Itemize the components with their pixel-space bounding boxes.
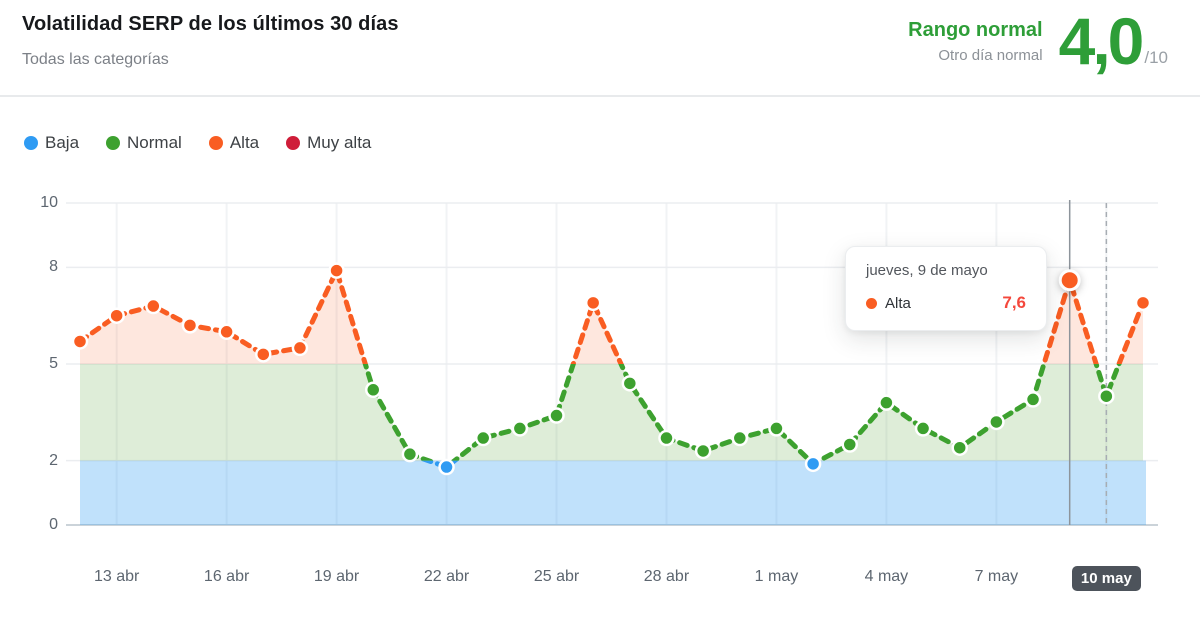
x-axis-tick: 22 abr bbox=[423, 568, 470, 585]
legend-label: Alta bbox=[229, 133, 260, 152]
x-axis-tick: 1 may bbox=[754, 568, 799, 585]
data-point-21-abr[interactable] bbox=[401, 445, 419, 463]
chart-tooltip: jueves, 9 de mayo Alta 7,6 bbox=[845, 246, 1047, 331]
data-point-4-may[interactable] bbox=[878, 394, 895, 411]
status-range-label: Rango normal bbox=[908, 18, 1043, 41]
data-point-15-abr[interactable] bbox=[181, 317, 199, 334]
status-sub-label: Otro día normal bbox=[938, 46, 1043, 64]
data-point-9-may[interactable] bbox=[1058, 269, 1081, 292]
data-point-10-may[interactable] bbox=[1098, 387, 1115, 405]
data-point-13-abr[interactable] bbox=[108, 307, 125, 324]
x-axis-tick: 25 abr bbox=[533, 568, 580, 585]
data-point-28-abr[interactable] bbox=[658, 429, 675, 447]
data-point-7-may[interactable] bbox=[988, 413, 1005, 431]
x-axis-tick: 19 abr bbox=[313, 568, 360, 585]
legend: Baja Normal Alta Muy alta bbox=[24, 133, 371, 153]
data-point-24-abr[interactable] bbox=[511, 420, 529, 437]
data-point-26-abr[interactable] bbox=[584, 294, 602, 312]
tooltip-series-label: Alta bbox=[885, 294, 911, 312]
data-point-20-abr[interactable] bbox=[364, 381, 382, 399]
legend-dot-icon bbox=[208, 136, 223, 150]
data-point-17-abr[interactable] bbox=[255, 346, 272, 363]
data-point-11-may[interactable] bbox=[1134, 294, 1152, 312]
area-fill-normal bbox=[80, 364, 1143, 461]
data-point-22-abr[interactable] bbox=[438, 458, 455, 476]
data-point-14-abr[interactable] bbox=[145, 297, 162, 315]
x-axis-tick: 13 abr bbox=[93, 568, 140, 585]
legend-dot-icon bbox=[286, 136, 301, 150]
data-point-30-abr[interactable] bbox=[731, 429, 749, 447]
x-axis-tick: 28 abr bbox=[643, 568, 690, 585]
legend-label: Muy alta bbox=[307, 133, 372, 152]
area-fill-alta bbox=[80, 270, 1143, 364]
y-axis-tick: 5 bbox=[49, 355, 58, 372]
data-point-5-may[interactable] bbox=[914, 420, 932, 437]
header-divider bbox=[0, 95, 1200, 97]
data-point-12-abr[interactable] bbox=[71, 333, 89, 350]
data-point-8-may[interactable] bbox=[1024, 391, 1042, 408]
x-axis-tick: 16 abr bbox=[203, 568, 250, 585]
data-point-1-may[interactable] bbox=[768, 420, 785, 437]
data-point-2-may[interactable] bbox=[804, 455, 822, 473]
tooltip-date: jueves, 9 de mayo bbox=[866, 262, 988, 279]
x-axis-tick: 4 may bbox=[864, 568, 909, 585]
score-summary: Rango normal Otro día normal 4,0 /10 bbox=[908, 4, 1168, 78]
data-point-23-abr[interactable] bbox=[474, 429, 492, 447]
data-point-16-abr[interactable] bbox=[218, 323, 235, 341]
legend-item-muy-alta: Muy alta bbox=[286, 133, 371, 153]
legend-item-baja: Baja bbox=[24, 133, 79, 153]
score-scale: /10 bbox=[1144, 48, 1168, 67]
legend-dot-icon bbox=[24, 136, 38, 150]
legend-item-normal: Normal bbox=[106, 133, 182, 153]
category-filter-label: Todas las categorías bbox=[22, 51, 169, 68]
legend-dot-icon bbox=[106, 136, 121, 150]
y-axis-tick: 0 bbox=[49, 516, 58, 533]
x-axis-tick: 7 may bbox=[974, 568, 1019, 585]
x-axis-tick: 10 may bbox=[1058, 566, 1154, 591]
data-point-3-may[interactable] bbox=[841, 436, 859, 453]
data-point-6-may[interactable] bbox=[951, 439, 968, 456]
data-point-18-abr[interactable] bbox=[291, 339, 309, 357]
y-axis-tick: 2 bbox=[49, 451, 58, 469]
data-point-25-abr[interactable] bbox=[548, 407, 565, 424]
volatility-score: 4,0 bbox=[1058, 4, 1145, 78]
y-axis-tick: 8 bbox=[49, 258, 58, 276]
page-title: Volatilidad SERP de los últimos 30 días bbox=[22, 13, 399, 35]
tooltip-value: 7,6 bbox=[1002, 293, 1026, 312]
current-date-badge: 10 may bbox=[1071, 566, 1141, 591]
alta-dot-icon bbox=[866, 297, 877, 309]
legend-label: Normal bbox=[127, 133, 182, 152]
band-baja bbox=[80, 460, 1146, 525]
y-axis-tick: 10 bbox=[40, 194, 58, 211]
data-point-19-abr[interactable] bbox=[328, 262, 345, 279]
data-point-27-abr[interactable] bbox=[621, 375, 639, 392]
legend-label: Baja bbox=[45, 133, 80, 152]
legend-item-alta: Alta bbox=[208, 133, 260, 153]
data-point-29-abr[interactable] bbox=[694, 442, 712, 460]
